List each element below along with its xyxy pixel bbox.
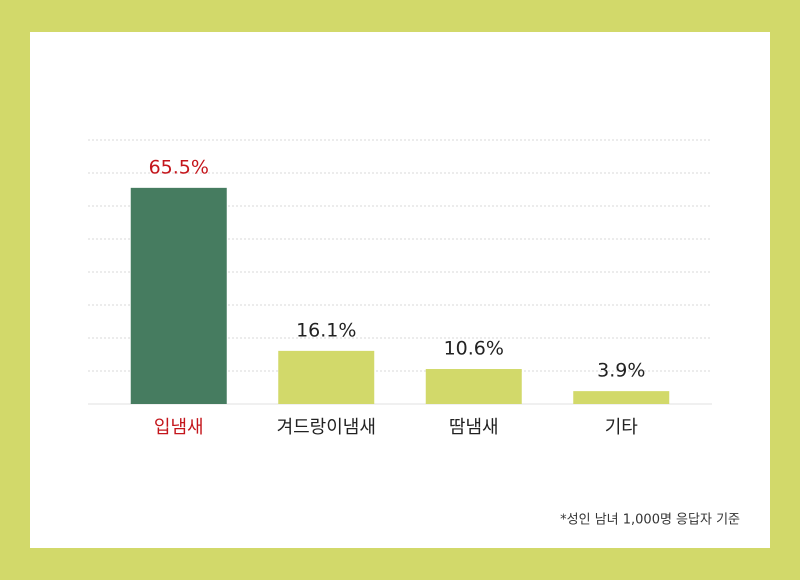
value-label: 3.9% xyxy=(597,360,645,382)
value-label: 65.5% xyxy=(149,156,209,178)
value-label: 16.1% xyxy=(296,319,356,341)
bar xyxy=(130,187,227,404)
x-tick-label: 기타 xyxy=(605,417,639,438)
bar xyxy=(278,350,375,404)
x-tick-label: 겨드랑이냄새 xyxy=(277,417,376,438)
x-tick-label: 땀냄새 xyxy=(449,417,499,438)
footnote: *성인 남녀 1,000명 응답자 기준 xyxy=(560,513,740,528)
value-label: 10.6% xyxy=(444,338,504,360)
bar xyxy=(573,391,670,404)
bar xyxy=(425,369,522,404)
x-tick-label: 입냄새 xyxy=(154,417,204,438)
